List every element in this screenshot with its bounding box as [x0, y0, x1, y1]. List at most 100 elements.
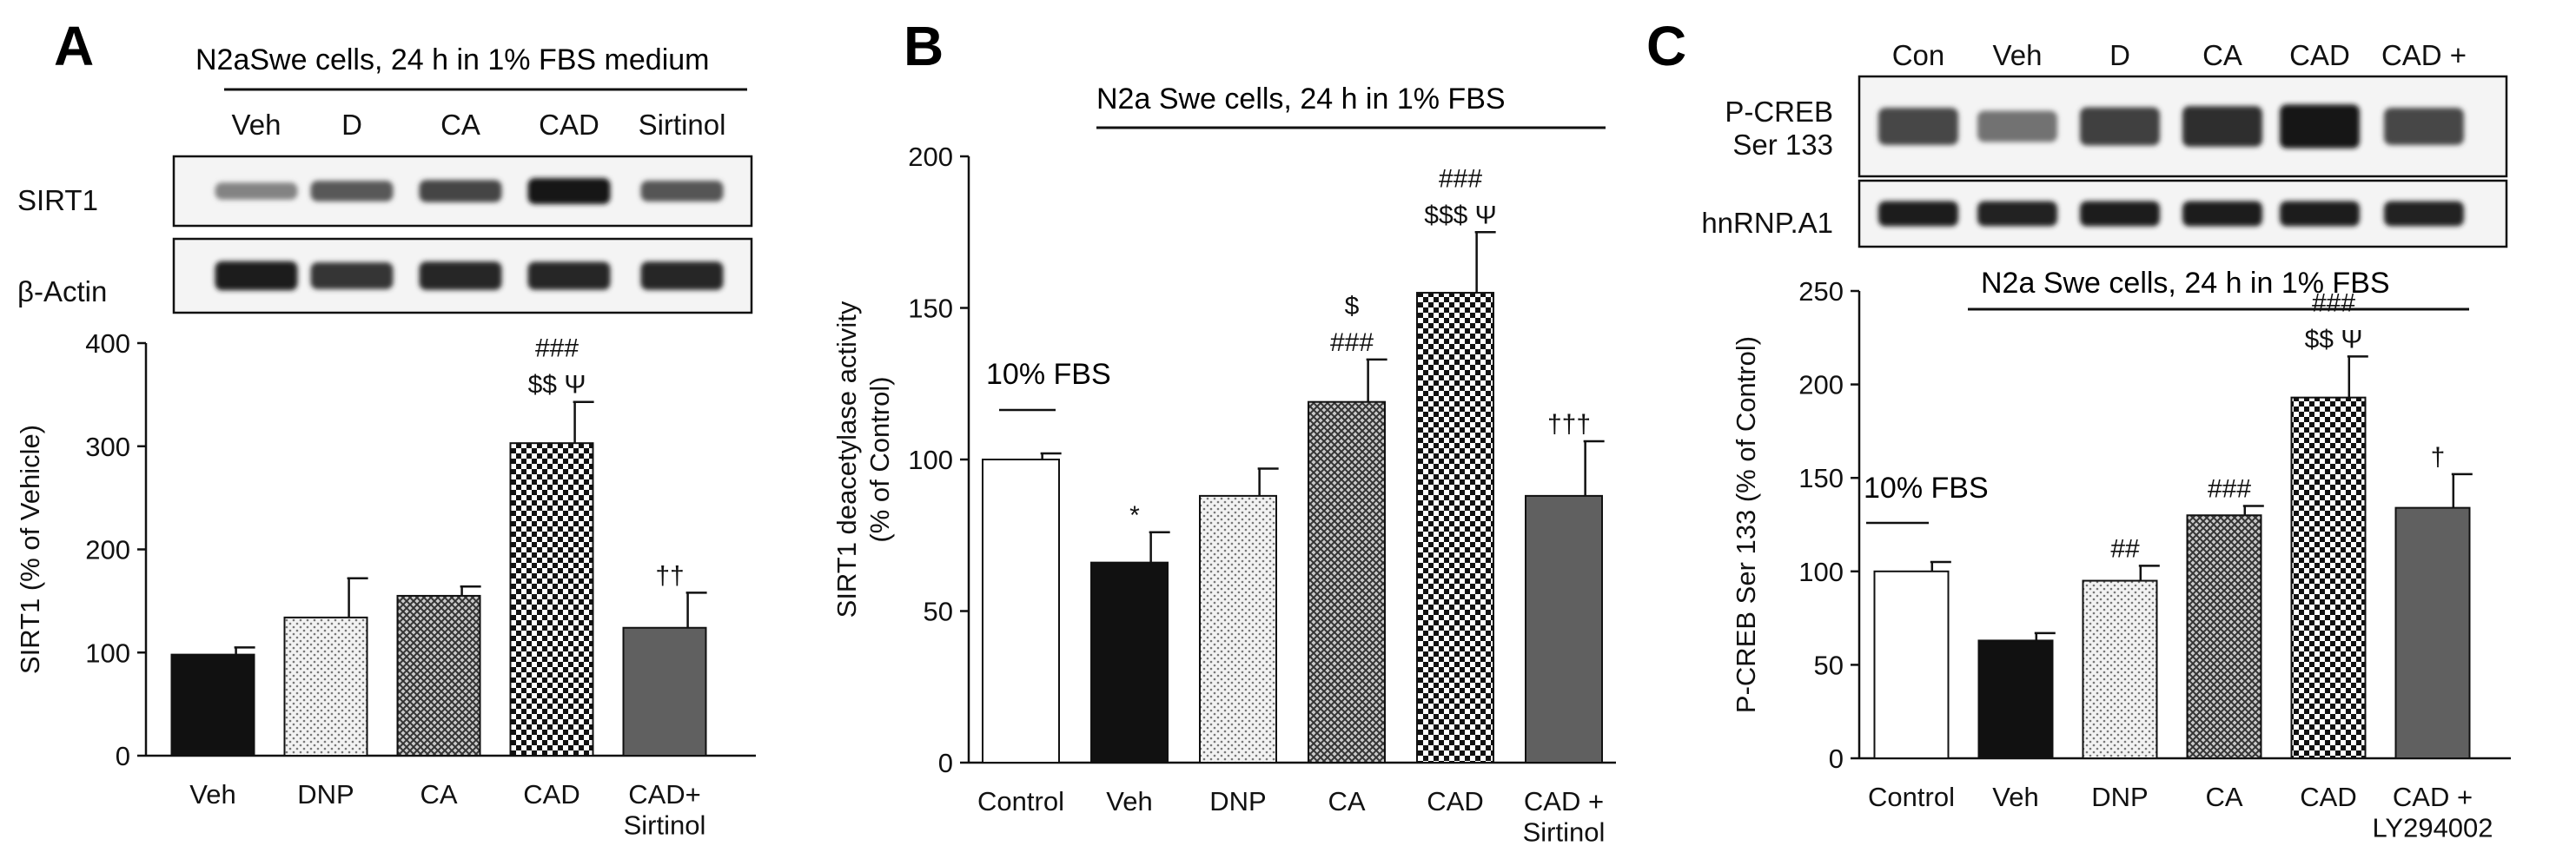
y-axis-label: SIRT1 deacetylase activity(% of Control) [831, 301, 895, 618]
x-tick-label: Control [1868, 782, 1955, 812]
y-axis-label: SIRT1 (% of Vehicle) [15, 425, 45, 674]
x-tick-label: CA [1328, 786, 1365, 816]
y-tick-label: 50 [924, 597, 953, 627]
bar [1199, 494, 1277, 764]
blot-row-label: P-CREB Ser 133 [1725, 96, 1833, 161]
bar [982, 459, 1060, 764]
blot-row-label: SIRT1 [17, 184, 98, 216]
significance-mark: ### [1330, 328, 1374, 357]
panel-b-header: N2a Swe cells, 24 h in 1% FBS [1096, 83, 1506, 116]
panel-b-letter: B [904, 15, 944, 77]
x-tick-label: DNP [1209, 786, 1266, 816]
significance-mark: $ [1345, 292, 1360, 321]
y-axis-label: P-CREB Ser 133 (% of Control) [1731, 336, 1761, 713]
blot-band [2384, 201, 2464, 227]
blot-band [2182, 201, 2262, 227]
blot-lane-label: CAD [539, 109, 599, 141]
bar [1525, 494, 1603, 764]
blot-band [640, 261, 724, 290]
blot-lane-label: D [341, 109, 362, 141]
blot-band [2080, 107, 2160, 146]
blot-lane-label: CA [440, 109, 480, 141]
bar [170, 653, 255, 757]
y-tick-label: 200 [908, 142, 953, 172]
blot-band [419, 180, 502, 202]
x-tick-label: DNP [297, 779, 354, 810]
blot-band [2182, 106, 2262, 147]
blot-band [527, 178, 611, 204]
blot-band [215, 261, 298, 291]
significance-mark: $$$ Ψ [1424, 201, 1496, 229]
x-tick-label: Veh [1992, 782, 2038, 812]
blot-band [1878, 201, 1958, 227]
y-tick-label: 150 [908, 294, 953, 324]
significance-mark: ### [2208, 474, 2251, 503]
bar [2290, 396, 2367, 759]
bar [2186, 514, 2262, 759]
panel-a-blot-lane-labels: Veh D CA CAD Sirtinol [232, 109, 726, 141]
panel-a-chart: 0 100 200 300 400 SIRT1 (% of Vehicle) Veh DNP C… [15, 328, 756, 841]
significance-mark: * [1129, 501, 1140, 530]
x-tick-label: CAD [523, 779, 579, 810]
blot-band [1878, 108, 1958, 145]
y-tick-label: 0 [116, 741, 130, 771]
panel-c-chart: 0 50 100 150 200 250 P-CREB Ser 133 (% of Cont… [1731, 276, 2511, 843]
x-tick-label: CAD + Sirtinol [1523, 786, 1606, 848]
significance-mark: ### [2312, 288, 2355, 317]
significance-mark: ### [1439, 164, 1482, 193]
blot-band [2280, 104, 2360, 149]
blot-lane-label: CA [2202, 39, 2242, 71]
y-tick-label: 0 [1829, 744, 1844, 774]
x-tick-label: CAD [1427, 786, 1483, 816]
panel-a: A N2aSwe cells, 24 h in 1% FBS medium Ve… [15, 15, 756, 841]
blot-row-label: hnRNP.A1 [1701, 207, 1833, 239]
y-tick-label: 50 [1814, 650, 1844, 680]
significance-mark: ††† [1547, 410, 1591, 439]
y-tick-label: 200 [1798, 370, 1844, 400]
significance-mark: $$ Ψ [2305, 325, 2363, 354]
y-tick-label: 100 [1798, 557, 1844, 587]
significance-mark: $$ Ψ [528, 371, 586, 400]
blot-lane-label: Sirtinol [639, 109, 726, 141]
blot-lane-label: CAD [2289, 39, 2350, 71]
x-tick-label: CA [420, 779, 457, 810]
y-tick-label: 200 [85, 535, 130, 565]
bar [396, 594, 481, 757]
panel-c-header: N2a Swe cells, 24 h in 1% FBS [1981, 267, 2390, 300]
panel-a-blot: SIRT1 β-Actin [17, 155, 753, 314]
significance-mark: ### [535, 334, 579, 363]
blot-band [2384, 108, 2464, 145]
panel-b-chart: 0 50 100 150 200 SIRT1 deacetylase activity(%… [831, 142, 1616, 848]
y-tick-label: 0 [938, 748, 953, 778]
blot-lane-label: Con [1892, 39, 1945, 71]
blot-band [215, 182, 298, 200]
blot-row-label: β-Actin [17, 275, 107, 307]
significance-mark: † [2431, 443, 2446, 472]
bar [1977, 639, 2054, 760]
blot-lane-label: Veh [232, 109, 281, 141]
blot-lane-label: Veh [1993, 39, 2043, 71]
panel-b-note: 10% FBS [986, 358, 1111, 391]
significance-mark: †† [655, 561, 684, 590]
blot-band [310, 262, 394, 289]
y-tick-label: 250 [1798, 276, 1844, 307]
blot-band [2080, 201, 2160, 227]
bar [2394, 506, 2471, 760]
y-tick-label: 400 [85, 328, 130, 359]
blot-band [2280, 201, 2360, 227]
bar [1873, 570, 1950, 759]
x-tick-label: CAD+ Sirtinol [624, 779, 706, 841]
x-tick-label: Veh [189, 779, 235, 810]
blot-band [527, 261, 611, 290]
blot-band [310, 181, 394, 202]
blot-lane-label: D [2109, 39, 2130, 71]
panel-a-letter: A [54, 15, 94, 77]
x-tick-label: Control [977, 786, 1064, 816]
y-tick-label: 100 [85, 638, 130, 668]
panel-c-blot: P-CREB Ser 133 hnRNP.A1 [1701, 75, 2508, 248]
x-tick-label: CAD + LY294002 [2372, 782, 2493, 843]
x-tick-label: DNP [2091, 782, 2148, 812]
bar [1416, 292, 1494, 764]
bar [283, 616, 368, 757]
